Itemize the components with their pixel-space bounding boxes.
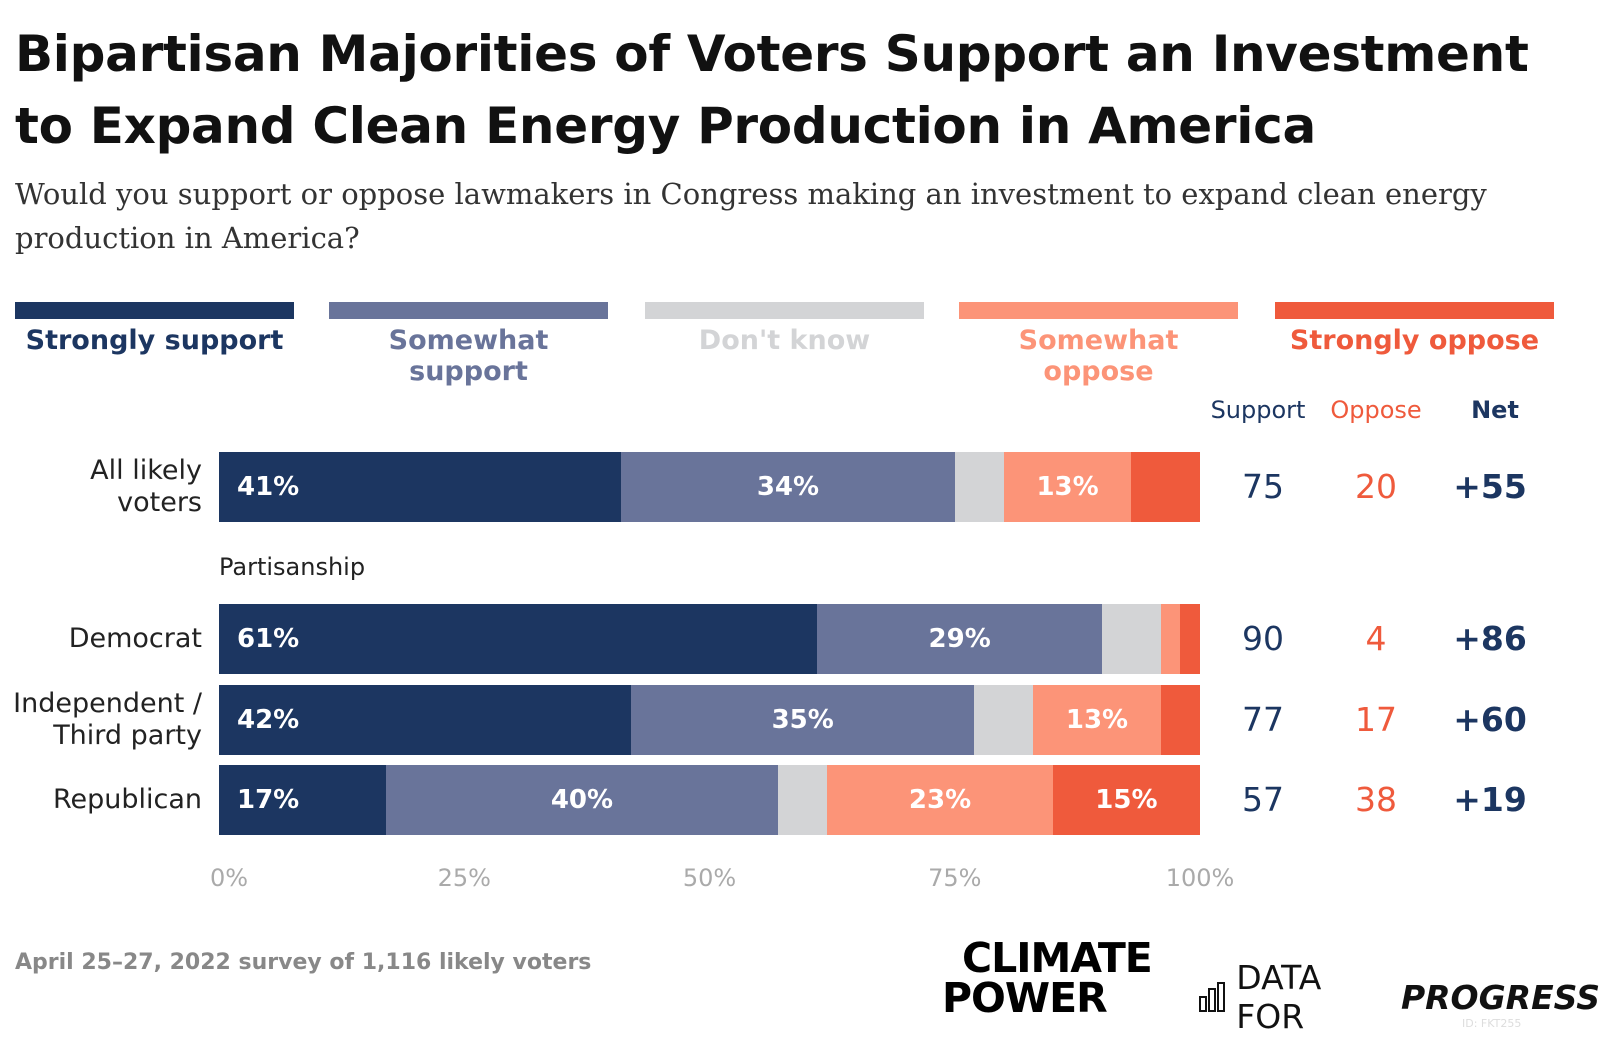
category-label: Republican xyxy=(52,784,202,815)
x-tick-label: 25% xyxy=(437,864,491,892)
id-note: ID: FKT255 xyxy=(1462,1017,1522,1030)
bar-segment xyxy=(778,765,828,835)
bar-segment xyxy=(219,604,818,674)
logo-line: POWER xyxy=(942,974,1108,1022)
bar-segment xyxy=(219,452,622,522)
x-tick-label: 0% xyxy=(209,864,249,892)
bar-segment xyxy=(219,765,386,835)
oppose-value: 38 xyxy=(1355,780,1397,819)
legend-swatch xyxy=(959,302,1238,319)
logo-line: PROGRESS xyxy=(1400,977,1600,1017)
legend-swatch xyxy=(1275,302,1554,319)
data-label: 35% xyxy=(771,705,834,735)
data-label: 13% xyxy=(1065,705,1129,735)
legend-label: Somewhat oppose xyxy=(1018,325,1179,387)
bar-segment xyxy=(1180,604,1200,674)
bar-segment xyxy=(954,452,1004,522)
bar-segment xyxy=(1131,452,1200,522)
support-value: 75 xyxy=(1242,467,1284,506)
climate-power-logo: CLIMATE POWER xyxy=(942,934,1153,1022)
logo-line: CLIMATE xyxy=(962,934,1153,982)
dfp-logo: DATA FOR PROGRESS xyxy=(1198,958,1600,1036)
bar-segment xyxy=(1003,452,1132,522)
net-value: +19 xyxy=(1453,780,1527,819)
bar-segment xyxy=(219,685,632,755)
bar-segment xyxy=(1160,604,1181,674)
legend-label: Don't know xyxy=(698,325,871,356)
logo-line: DATA FOR xyxy=(1236,958,1322,1036)
net-value: +55 xyxy=(1453,467,1527,506)
bar-segment xyxy=(827,765,1053,835)
legend-swatch xyxy=(329,302,608,319)
legend-label: Somewhat support xyxy=(388,325,549,387)
oppose-value: 4 xyxy=(1365,619,1387,658)
column-header: Net xyxy=(1471,396,1519,424)
column-header: Support xyxy=(1210,396,1306,424)
bar-segment xyxy=(1101,604,1161,674)
bar-segment xyxy=(385,765,779,835)
data-label: 42% xyxy=(237,705,300,735)
data-label: 15% xyxy=(1095,785,1158,815)
dfp-icon xyxy=(1199,982,1225,1012)
chart-title: Bipartisan Majorities of Voters Support … xyxy=(15,25,1529,155)
legend-label: Strongly support xyxy=(25,325,284,356)
data-label: 29% xyxy=(928,624,991,654)
column-header: Oppose xyxy=(1330,396,1422,424)
data-label: 41% xyxy=(237,472,300,502)
data-label: 34% xyxy=(756,472,820,502)
group-label: Partisanship xyxy=(219,553,366,581)
x-tick-label: 100% xyxy=(1165,864,1235,892)
source-note: April 25–27, 2022 survey of 1,116 likely… xyxy=(15,950,592,975)
data-label: 23% xyxy=(908,785,972,815)
chart-subtitle: Would you support or oppose lawmakers in… xyxy=(15,177,1487,255)
data-label: 40% xyxy=(550,785,614,815)
data-label: 61% xyxy=(237,624,300,654)
x-tick-label: 75% xyxy=(928,864,982,892)
category-label: Democrat xyxy=(68,623,202,654)
support-value: 57 xyxy=(1242,780,1284,819)
bar-segment xyxy=(1052,765,1200,835)
bar-segment xyxy=(1160,685,1200,755)
bar-segment xyxy=(621,452,955,522)
bar-segment xyxy=(1033,685,1161,755)
legend-label: Strongly oppose xyxy=(1289,325,1540,356)
data-label: 17% xyxy=(237,785,300,815)
legend-swatch xyxy=(645,302,924,319)
support-value: 77 xyxy=(1242,700,1284,739)
category-label: All likely voters xyxy=(90,455,202,518)
bar-segment xyxy=(974,685,1034,755)
data-label: 13% xyxy=(1036,472,1099,502)
x-tick-label: 50% xyxy=(682,864,737,892)
legend-swatch xyxy=(15,302,294,319)
bar-segment xyxy=(817,604,1102,674)
oppose-value: 20 xyxy=(1355,467,1397,506)
net-value: +60 xyxy=(1453,700,1527,739)
support-value: 90 xyxy=(1242,619,1284,658)
category-label: Independent / Third party xyxy=(13,688,202,751)
net-value: +86 xyxy=(1453,619,1527,658)
oppose-value: 17 xyxy=(1355,700,1397,739)
bar-segment xyxy=(631,685,975,755)
